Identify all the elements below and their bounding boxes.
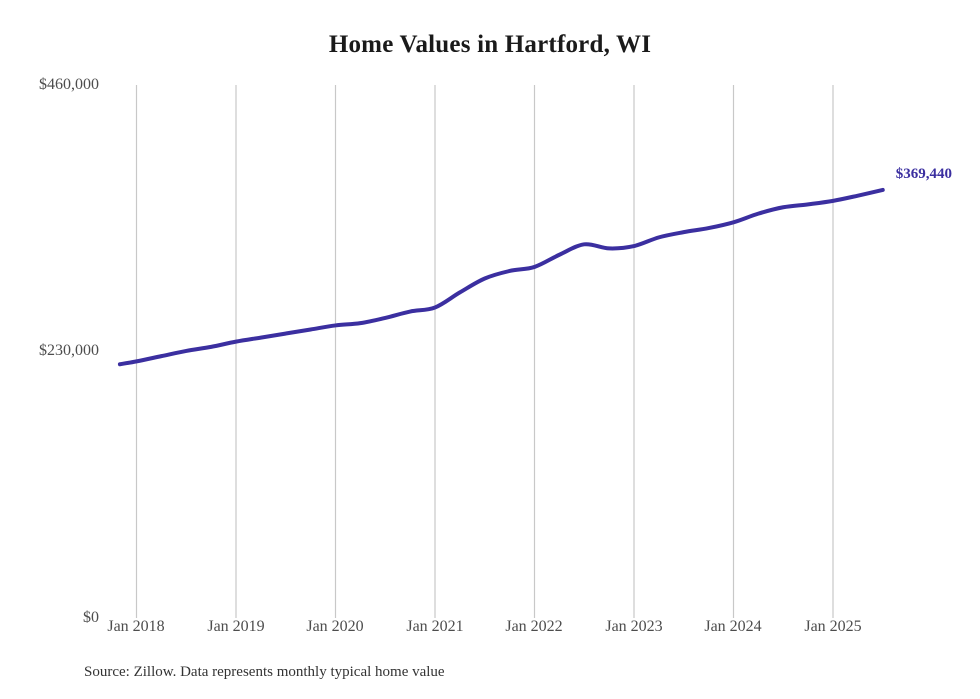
- x-tick-label-jan-2023: Jan 2023: [605, 618, 663, 635]
- y-tick-label-460000: $460,000: [39, 76, 99, 93]
- x-tick-label-jan-2022: Jan 2022: [505, 618, 563, 635]
- x-tick-label-jan-2019: Jan 2019: [207, 618, 265, 635]
- x-tick-label-jan-2024: Jan 2024: [704, 618, 762, 635]
- y-tick-label-0: $0: [83, 609, 99, 626]
- end-value-annotation: $369,440: [895, 165, 952, 182]
- x-tick-label-jan-2018: Jan 2018: [107, 618, 165, 635]
- source-caption: Source: Zillow. Data represents monthly …: [84, 664, 445, 680]
- y-tick-label-230000: $230,000: [39, 342, 99, 359]
- y-axis: $460,000 $230,000 $0: [0, 0, 99, 699]
- x-tick-label-jan-2025: Jan 2025: [804, 618, 862, 635]
- x-tick-label-jan-2021: Jan 2021: [406, 618, 464, 635]
- data-series-line: [117, 187, 885, 367]
- x-tick-label-jan-2020: Jan 2020: [306, 618, 364, 635]
- page-title: Home Values in Hartford, WI: [328, 31, 652, 58]
- gridlines: [135, 85, 834, 618]
